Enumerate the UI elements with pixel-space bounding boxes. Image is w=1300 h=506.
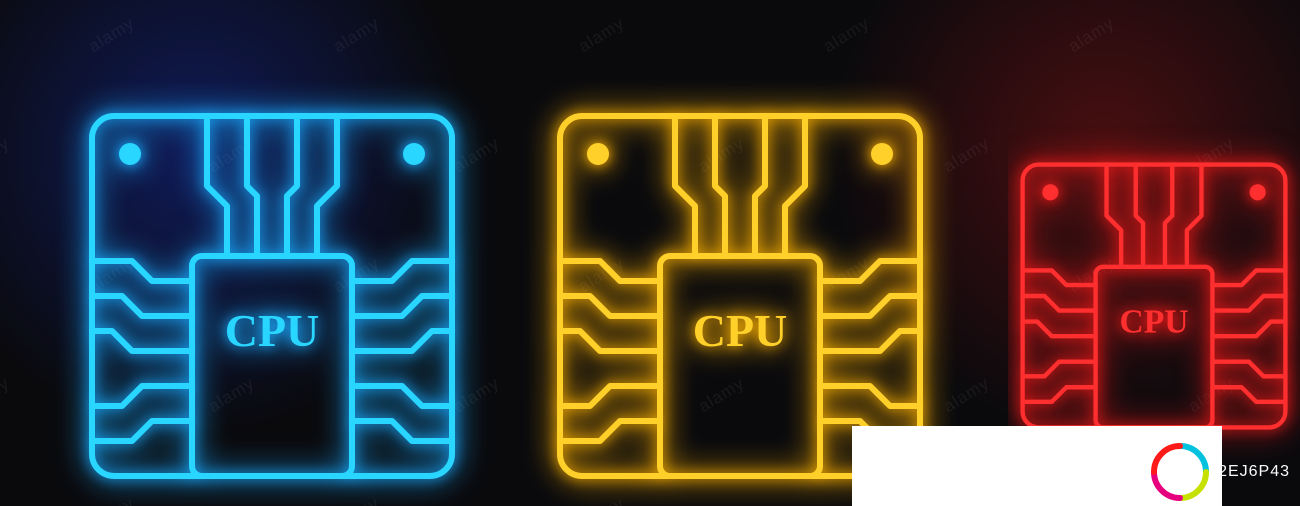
alamy-a-icon	[1150, 442, 1210, 502]
watermark-logo: 2EJ6P43	[1150, 442, 1290, 502]
watermark-image-id: 2EJ6P43	[1218, 463, 1290, 481]
cpu-die-label: CPU	[225, 305, 320, 356]
cpu-die-label: CPU	[693, 305, 788, 356]
cpu-die-label: CPU	[1119, 304, 1188, 341]
cpu-chip-icon: CPU	[72, 86, 472, 506]
